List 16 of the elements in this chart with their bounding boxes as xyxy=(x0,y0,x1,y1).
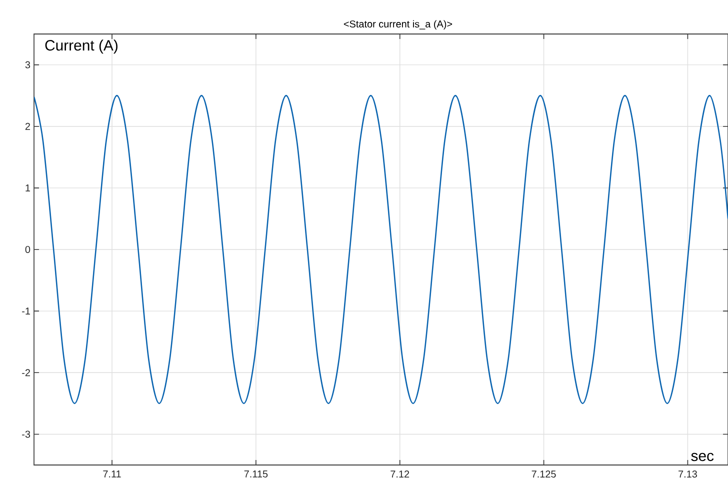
y-tick-label: -2 xyxy=(22,369,30,376)
annotation: sec xyxy=(691,452,714,462)
x-tick-label: 7.115 xyxy=(244,470,268,478)
line-series xyxy=(34,94,728,404)
x-tick-label: 7.13 xyxy=(678,470,697,478)
y-tick-label: 1 xyxy=(26,184,30,192)
y-tick-label: 0 xyxy=(25,246,30,254)
x-tick-label: 7.11 xyxy=(103,470,121,478)
y-tick-label: -3 xyxy=(22,430,30,438)
y-tick-label: 3 xyxy=(25,61,30,68)
chart-title: <Stator current is_a (A)> xyxy=(344,20,452,30)
y-tick-label: 2 xyxy=(25,122,30,130)
x-tick-label: 7.125 xyxy=(532,470,556,478)
y-tick-label: -1 xyxy=(22,308,30,314)
x-tick-label: 7.12 xyxy=(390,470,410,478)
annotation: Current (A) xyxy=(45,40,118,54)
